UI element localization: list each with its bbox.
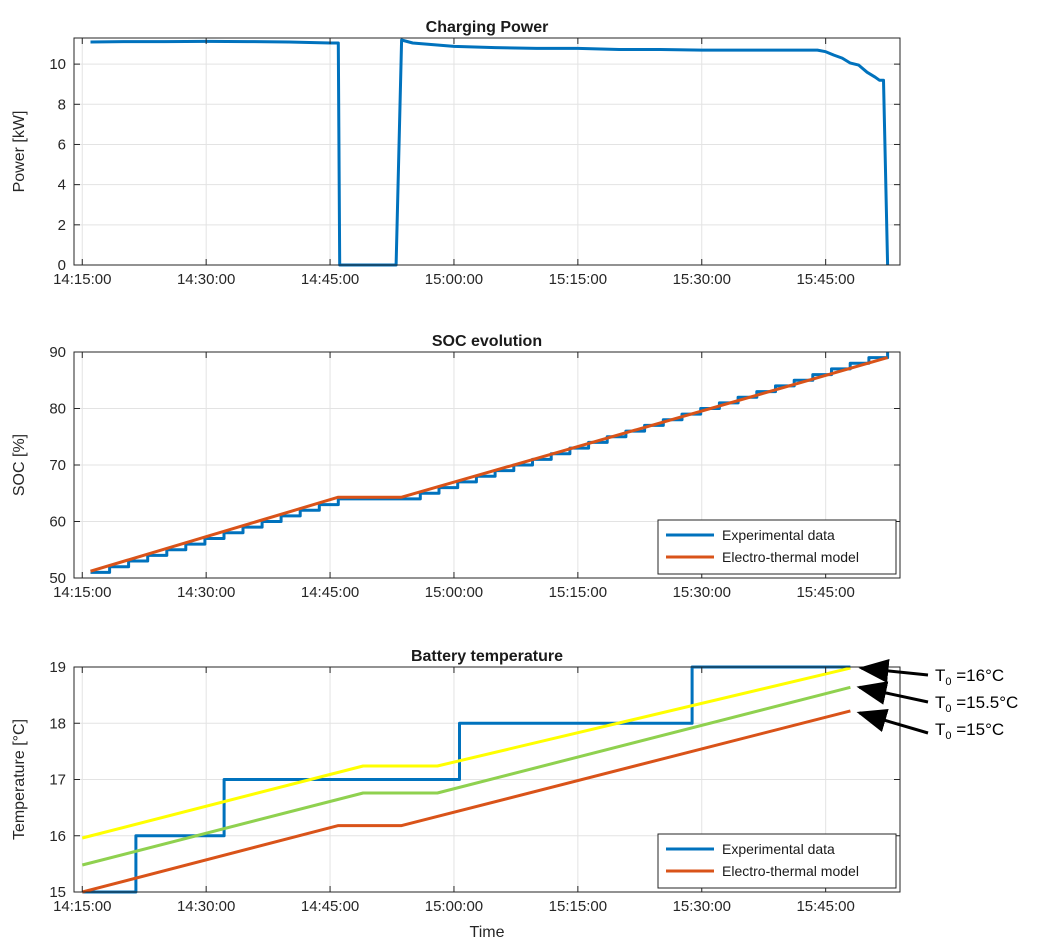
series-line-series-3 [81, 685, 851, 867]
chart-panel-2: 14:15:00 14:30:00 14:45:00 15:00:00 15:15:00… [11, 333, 901, 601]
y-tick-label: 6 [58, 136, 66, 153]
annotation-arrow [856, 708, 929, 735]
y-tick-label: 0 [58, 257, 66, 274]
y-axis-label: Power [kW] [11, 111, 28, 193]
legend-label: Electro-thermal model [722, 863, 859, 879]
chart-title: SOC evolution [432, 333, 542, 350]
x-tick-label: 14:15:00 [53, 271, 111, 288]
annotation-subscript: 0 [945, 676, 951, 688]
annotation-label: T0 =15.5°C [935, 693, 1018, 715]
annotation-value: =16°C [952, 666, 1005, 685]
annotation-label: T0 =15°C [935, 720, 1004, 742]
x-tick-label: 14:30:00 [177, 898, 235, 915]
x-axis-label: Time [470, 924, 505, 941]
x-tick-label: 15:45:00 [796, 898, 854, 915]
legend-label: Electro-thermal model [722, 549, 859, 565]
y-tick-label: 17 [49, 772, 66, 789]
x-tick-label: 14:15:00 [53, 898, 111, 915]
y-tick-label: 19 [49, 659, 66, 676]
annotation: T0 =16°C [858, 658, 1004, 688]
series-line-experimental-data [82, 665, 851, 894]
x-tick-label: 15:30:00 [673, 584, 731, 601]
annotation-value: =15°C [952, 720, 1005, 739]
x-tick-label: 14:30:00 [177, 271, 235, 288]
y-tick-label: 60 [49, 514, 66, 531]
x-tick-label: 15:15:00 [549, 584, 607, 601]
x-tick-label: 14:45:00 [301, 271, 359, 288]
y-tick-label: 2 [58, 217, 66, 234]
annotation-arrow [856, 681, 929, 705]
legend-box [657, 519, 897, 575]
legend: Experimental data Electro-thermal model [657, 519, 897, 575]
series-line-electro-thermal-model [81, 709, 851, 894]
series-line-electro-thermal-model [90, 356, 889, 573]
series-line-series-4 [81, 666, 851, 840]
x-tick-label: 15:00:00 [425, 271, 483, 288]
x-tick-label: 15:15:00 [549, 898, 607, 915]
y-tick-label: 90 [49, 344, 66, 361]
x-tick-label: 15:15:00 [549, 271, 607, 288]
annotation-symbol: T [935, 693, 945, 712]
annotation-symbol: T [935, 720, 945, 739]
y-axis-label: Temperature [°C] [11, 719, 28, 840]
legend-label: Experimental data [722, 841, 835, 857]
chart-title: Battery temperature [411, 648, 563, 665]
axes-box [73, 37, 901, 266]
y-tick-label: 50 [49, 570, 66, 587]
chart-panel-3: 14:15:00 14:30:00 14:45:00 15:00:00 15:15:00… [11, 648, 1018, 941]
x-tick-label: 15:30:00 [673, 271, 731, 288]
annotation: T0 =15°C [856, 708, 1004, 742]
x-tick-label: 14:15:00 [53, 584, 111, 601]
annotation-label: T0 =16°C [935, 666, 1004, 688]
chart-panel-1: 14:15:00 14:30:00 14:45:00 15:00:00 15:15:00… [11, 19, 901, 288]
annotation-subscript: 0 [945, 703, 951, 715]
x-tick-label: 15:30:00 [673, 898, 731, 915]
x-tick-label: 15:00:00 [425, 584, 483, 601]
y-tick-label: 70 [49, 457, 66, 474]
plot-area [74, 38, 900, 265]
legend-box [657, 833, 897, 889]
y-tick-label: 4 [58, 177, 66, 194]
y-tick-label: 80 [49, 401, 66, 418]
x-tick-label: 14:45:00 [301, 584, 359, 601]
x-tick-label: 15:00:00 [425, 898, 483, 915]
annotation-subscript: 0 [945, 730, 951, 742]
series-line-series-1 [90, 38, 890, 267]
annotation-value: =15.5°C [952, 693, 1019, 712]
x-tick-label: 14:45:00 [301, 898, 359, 915]
x-tick-label: 15:45:00 [796, 584, 854, 601]
y-axis-label: SOC [%] [11, 434, 28, 496]
legend-label: Experimental data [722, 527, 835, 543]
x-tick-label: 14:30:00 [177, 584, 235, 601]
annotation: T0 =15.5°C [856, 681, 1018, 715]
y-tick-label: 15 [49, 884, 66, 901]
annotation-symbol: T [935, 666, 945, 685]
y-tick-label: 8 [58, 96, 66, 113]
legend: Experimental data Electro-thermal model [657, 833, 897, 889]
y-tick-label: 18 [49, 715, 66, 732]
y-tick-label: 10 [49, 56, 66, 73]
y-tick-label: 16 [49, 828, 66, 845]
x-tick-label: 15:45:00 [796, 271, 854, 288]
annotation-arrow [858, 658, 929, 683]
chart-title: Charging Power [426, 19, 549, 36]
